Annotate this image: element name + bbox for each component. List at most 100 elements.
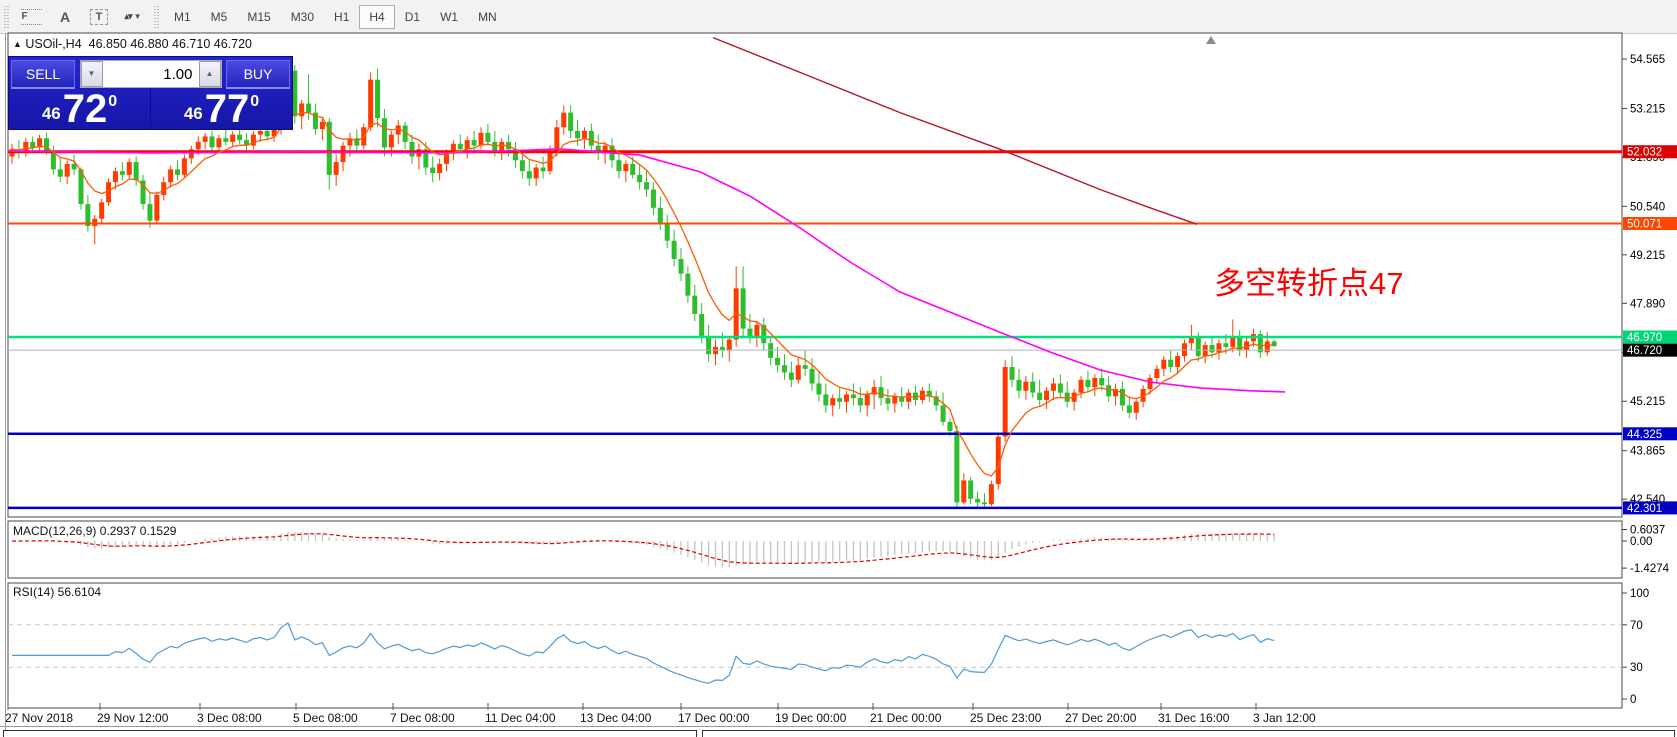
arrows-dropdown-icon[interactable]: ▴▾ ▼ (124, 11, 142, 21)
time-axis-label: 25 Dec 23:00 (970, 711, 1042, 725)
candle-body (795, 365, 801, 380)
candle-body (140, 180, 146, 205)
candle-body (368, 79, 374, 128)
candle-body (1099, 377, 1105, 386)
candle-body (547, 152, 553, 172)
candle-body (230, 134, 236, 142)
time-axis-label: 21 Dec 00:00 (870, 711, 942, 725)
time-axis-label: 17 Dec 00:00 (678, 711, 750, 725)
price-badge (1623, 501, 1677, 515)
time-axis-label: 7 Dec 08:00 (390, 711, 455, 725)
price-tick-label: 53.215 (1630, 103, 1665, 115)
candle-body (885, 398, 891, 404)
timeframe-button-MN[interactable]: MN (478, 9, 497, 24)
timeframe-button-M1[interactable]: M1 (174, 9, 191, 24)
candle-body (71, 163, 77, 170)
candle-body (699, 313, 705, 336)
candle-body (1085, 379, 1091, 388)
buy-price-int: 46 (183, 104, 203, 123)
candle-body (1209, 345, 1215, 353)
chart-shift-marker-icon[interactable] (1206, 36, 1216, 44)
candle-body (988, 484, 994, 505)
candle-body (588, 130, 594, 146)
candle-body (830, 398, 836, 406)
candle-body (223, 138, 229, 142)
candle-body (906, 392, 912, 402)
candle-body (499, 141, 505, 153)
candle-body (595, 145, 601, 153)
candle-body (554, 127, 560, 153)
volume-increase-button[interactable]: ▲ (198, 61, 221, 87)
minimized-chart-window-1[interactable] (3, 730, 697, 737)
timeframe-button-M5[interactable]: M5 (210, 9, 228, 24)
candle-body (1044, 390, 1050, 400)
price-badge-label: 46.970 (1627, 332, 1662, 344)
candle-body (561, 112, 567, 128)
price-tick-label: 49.215 (1630, 250, 1665, 262)
timeframe-button-D1[interactable]: D1 (404, 9, 421, 24)
text-box-icon[interactable]: T (84, 5, 114, 29)
timeframe-button-H1[interactable]: H1 (334, 9, 350, 24)
window-left-border (5, 33, 6, 737)
rsi-panel-frame (7, 582, 1623, 709)
candle-body (981, 502, 987, 505)
candle-body (99, 202, 105, 219)
price-badge (1623, 217, 1677, 231)
long-term-ma-line (712, 36, 1198, 225)
candle-body (319, 121, 325, 130)
candle-body (409, 141, 415, 157)
candle-body (616, 160, 622, 172)
buy-button[interactable]: BUY (226, 59, 290, 89)
rsi-tick-label: 0 (1630, 694, 1636, 706)
candle-body (78, 169, 84, 205)
toolbar-drag-handle[interactable] (4, 5, 10, 28)
candle-body (685, 273, 691, 296)
buy-price-display[interactable]: 46 77 0 (151, 89, 292, 129)
candle-body (1216, 343, 1222, 353)
candle-body (726, 339, 732, 351)
volume-stepper: ▼ ▲ (79, 60, 222, 88)
timeframe-button-M15[interactable]: M15 (247, 9, 271, 24)
candle-body (678, 259, 684, 274)
candle-body (216, 138, 222, 148)
symbol-period-label: USOil-,H4 (25, 37, 82, 51)
sell-button[interactable]: SELL (11, 59, 75, 89)
candle-body (188, 149, 194, 159)
macd-indicator-label: MACD(12,26,9) 0.2937 0.1529 (13, 524, 177, 538)
candle-body (133, 162, 139, 181)
candle-body (968, 480, 974, 499)
timeframe-button-H4[interactable]: H4 (359, 4, 395, 29)
candle-body (809, 368, 815, 384)
candle-body (864, 394, 870, 406)
collapse-triangle-icon[interactable]: ▲ (13, 39, 22, 49)
candle-body (1154, 368, 1160, 378)
fibonacci-icon[interactable]: F (16, 5, 46, 29)
candle-body (568, 112, 574, 131)
timeframe-toolbar-drag-handle[interactable] (154, 5, 160, 28)
minimized-chart-window-2[interactable] (702, 730, 1675, 737)
timeframe-button-M30[interactable]: M30 (290, 9, 315, 24)
candle-body (975, 498, 981, 503)
rsi-tick-label: 100 (1630, 588, 1649, 600)
candle-body (1113, 388, 1119, 397)
timeframe-button-W1[interactable]: W1 (440, 9, 459, 24)
volume-input[interactable] (102, 61, 199, 87)
candle-body (671, 240, 677, 260)
volume-decrease-button[interactable]: ▼ (80, 61, 103, 87)
time-axis-label: 3 Jan 12:00 (1253, 711, 1316, 725)
candle-body (354, 138, 360, 146)
text-label-icon[interactable]: A (59, 8, 71, 25)
price-badge (1623, 330, 1677, 344)
candle-body (1168, 359, 1174, 368)
macd-panel-frame (7, 520, 1623, 579)
candle-body (871, 387, 877, 395)
candle-body (326, 121, 332, 175)
ohlc-values: 46.850 46.880 46.710 46.720 (88, 37, 252, 51)
candle-body (444, 152, 450, 164)
time-axis-label: 5 Dec 08:00 (293, 711, 358, 725)
sell-price-display[interactable]: 46 72 0 (9, 89, 151, 129)
time-axis-label: 19 Dec 00:00 (775, 711, 847, 725)
candle-body (43, 138, 49, 152)
chart-text-annotation[interactable]: 多空转折点47 (1214, 266, 1404, 301)
